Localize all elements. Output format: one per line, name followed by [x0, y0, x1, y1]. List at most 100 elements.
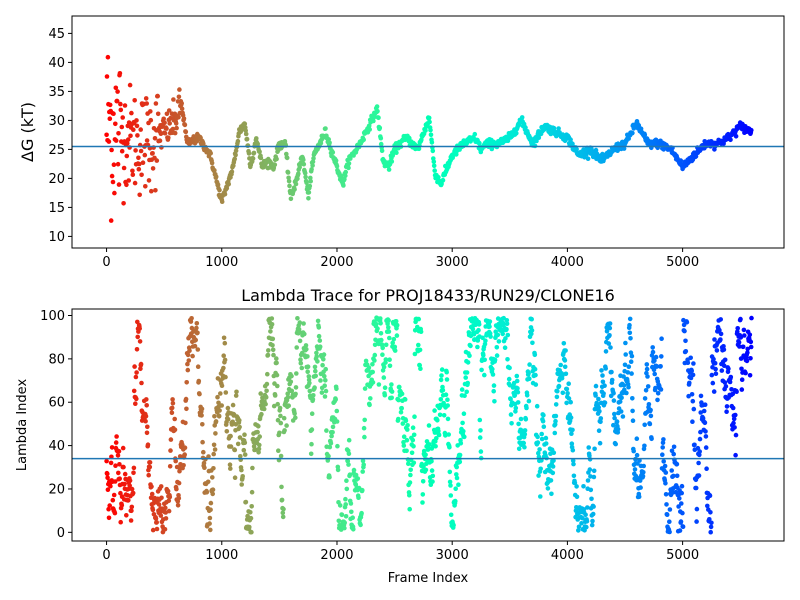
delta-g-point [243, 128, 248, 133]
lambda-point [685, 360, 691, 366]
lambda-point [667, 529, 672, 535]
lambda-point [683, 349, 689, 354]
delta-g-point [292, 187, 297, 192]
delta-g-point [377, 125, 383, 131]
lambda-point [165, 488, 171, 494]
lambda-point [461, 411, 467, 417]
lambda-point [451, 522, 456, 528]
lambda-point [677, 528, 683, 533]
lambda-point [566, 396, 572, 401]
lambda-point [440, 388, 446, 393]
lambda-point [113, 440, 119, 445]
delta-g-point [152, 136, 158, 141]
delta-g-point [376, 115, 381, 121]
lambda-point [691, 361, 696, 366]
lambda-point [147, 460, 153, 465]
delta-g-point [113, 85, 119, 91]
lambda-point [298, 361, 304, 366]
lambda-point [381, 375, 387, 380]
lambda-point [707, 493, 713, 499]
lambda-point [143, 413, 149, 419]
lambda-point [703, 429, 708, 434]
lambda-point [611, 398, 617, 403]
lambda-point [587, 453, 592, 459]
delta-g-point [111, 162, 117, 167]
lambda-point [430, 473, 436, 479]
lambda-point [645, 384, 651, 389]
lambda-point [711, 389, 717, 394]
lambda-point [527, 376, 532, 382]
x-tick-label: 5000 [666, 255, 699, 270]
lambda-point [587, 467, 593, 472]
delta-g-point [150, 166, 156, 171]
lambda-point [683, 338, 688, 344]
y-tick-label: 80 [48, 352, 65, 367]
lambda-point [182, 452, 187, 457]
lambda-point [258, 391, 264, 396]
lambda-point [676, 504, 681, 509]
lambda-point [257, 434, 263, 439]
lambda-point [696, 473, 702, 478]
lambda-point [382, 392, 388, 398]
lambda-point [638, 485, 643, 490]
lambda-point [718, 337, 723, 342]
lambda-point [680, 510, 685, 516]
lambda-point [574, 494, 580, 500]
lambda-point [708, 529, 713, 535]
lambda-point [378, 331, 384, 336]
lambda-point [453, 498, 458, 504]
lambda-point [281, 415, 287, 421]
lambda-point [744, 358, 750, 364]
lambda-point [447, 469, 453, 475]
lambda-point [269, 322, 275, 327]
lambda-point [335, 443, 340, 449]
delta-g-point [115, 161, 121, 167]
delta-g-point [374, 104, 380, 109]
lambda-point [535, 434, 540, 440]
lambda-point [600, 379, 606, 385]
lambda-point [237, 435, 243, 440]
lambda-point [211, 466, 216, 471]
lambda-point [110, 497, 116, 503]
lambda-point [305, 364, 311, 370]
lambda-point [735, 326, 740, 331]
lambda-point [275, 417, 281, 423]
lambda-point [641, 463, 646, 469]
lambda-point [663, 481, 668, 486]
lambda-point [394, 322, 400, 328]
lambda-point [621, 383, 627, 388]
lambda-point [690, 419, 695, 425]
lambda-point [274, 372, 280, 378]
lambda-point [733, 412, 738, 418]
lambda-point [138, 366, 143, 372]
delta-g-point [309, 167, 314, 172]
lambda-point [730, 391, 736, 397]
lambda-point [508, 396, 513, 402]
lambda-point [144, 430, 150, 436]
lambda-point [430, 479, 435, 484]
lambda-point [708, 524, 714, 530]
lambda-point [585, 478, 591, 483]
delta-g-point [107, 102, 113, 108]
lambda-point [738, 335, 744, 340]
lambda-point [399, 391, 405, 397]
lambda-point [447, 479, 453, 485]
lambda-point [613, 441, 618, 447]
lambda-point [609, 377, 615, 383]
lambda-point [691, 406, 697, 412]
lambda-point [372, 358, 377, 363]
x-tick-label: 4000 [551, 548, 584, 563]
delta-g-point [114, 98, 120, 104]
lambda-point [513, 409, 518, 414]
lambda-point [181, 463, 186, 468]
lambda-point [389, 395, 395, 401]
delta-g-point [132, 180, 138, 186]
lambda-point [617, 399, 623, 404]
lambda-point [514, 373, 520, 379]
lambda-point [722, 380, 728, 385]
lambda-point [504, 318, 510, 323]
lambda-point [522, 428, 528, 433]
lambda-point [334, 419, 340, 424]
lambda-point [210, 475, 215, 480]
lambda-point [323, 366, 329, 372]
